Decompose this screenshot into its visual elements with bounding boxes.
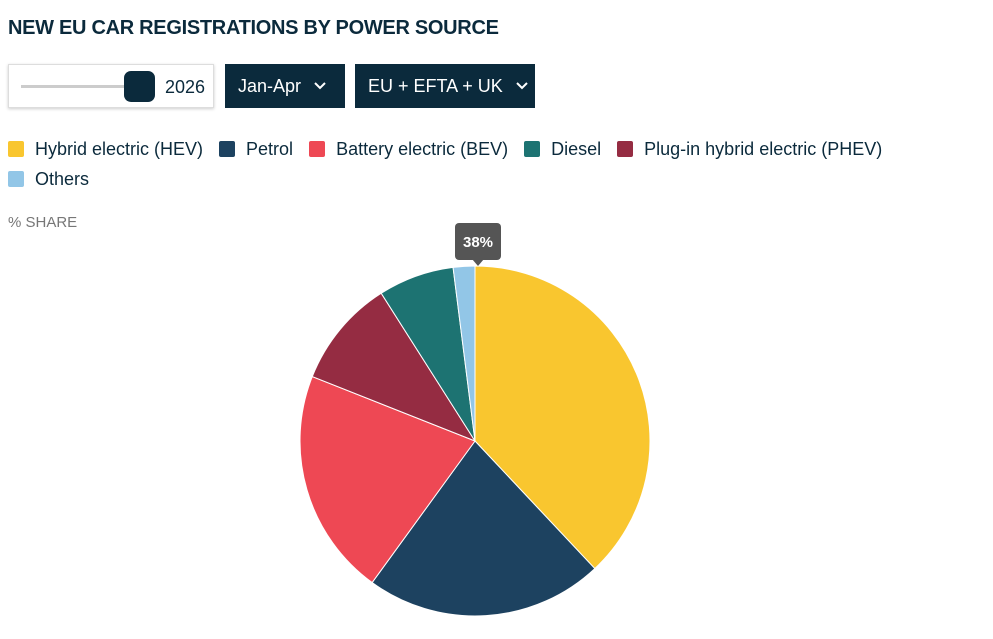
legend-item[interactable]: Diesel [524, 138, 601, 160]
legend-swatch [309, 141, 326, 157]
legend-swatch [8, 141, 24, 157]
chevron [314, 82, 326, 90]
year-slider[interactable]: 2026 [8, 64, 214, 108]
pie-slice [371, 440, 596, 617]
pie-slice [452, 265, 476, 442]
legend-swatch [524, 141, 541, 157]
tooltip-box [455, 223, 501, 260]
tooltip-pointer [472, 259, 484, 266]
legend-item[interactable]: Hybrid electric (HEV) [8, 138, 203, 160]
tooltip-label: 38% [463, 234, 493, 251]
pie-slice [474, 265, 651, 570]
legend-swatch [8, 171, 24, 187]
period-label: Jan-Apr [238, 75, 302, 96]
legend-label: Others [35, 168, 90, 189]
tooltip: 38% [455, 223, 501, 266]
legend-item[interactable]: Petrol [219, 138, 293, 160]
region-dropdown[interactable]: EU + EFTA + UK [355, 64, 535, 108]
legend-label: Petrol [246, 138, 294, 159]
legend-item[interactable]: Others [8, 168, 89, 190]
legend-item[interactable]: Plug-in hybrid electric (PHEV) [617, 138, 882, 160]
legend-label: Diesel [551, 138, 602, 159]
legend: Hybrid electric (HEV) Petrol Battery elect… [8, 138, 938, 190]
year-label: 2026 [165, 77, 206, 97]
pie-slice [299, 375, 476, 584]
chart-title: NEW EU CAR REGISTRATIONS BY POWER SOURCE [8, 17, 499, 39]
pie-slice [311, 292, 477, 443]
region-label: EU + EFTA + UK [368, 75, 503, 96]
legend-label: Battery electric (BEV) [336, 138, 509, 159]
legend-swatch [617, 141, 634, 157]
legend-label: Plug-in hybrid electric (PHEV) [644, 138, 883, 159]
unit-label: % SHARE [8, 214, 78, 231]
chevron [516, 82, 528, 90]
period-dropdown[interactable]: Jan-Apr [225, 64, 345, 108]
slider-track [21, 85, 133, 88]
legend-item[interactable]: Battery electric (BEV) [309, 138, 508, 160]
legend-swatch [219, 141, 236, 157]
legend-label: Hybrid electric (HEV) [35, 138, 204, 159]
slider-knob[interactable] [124, 71, 155, 102]
